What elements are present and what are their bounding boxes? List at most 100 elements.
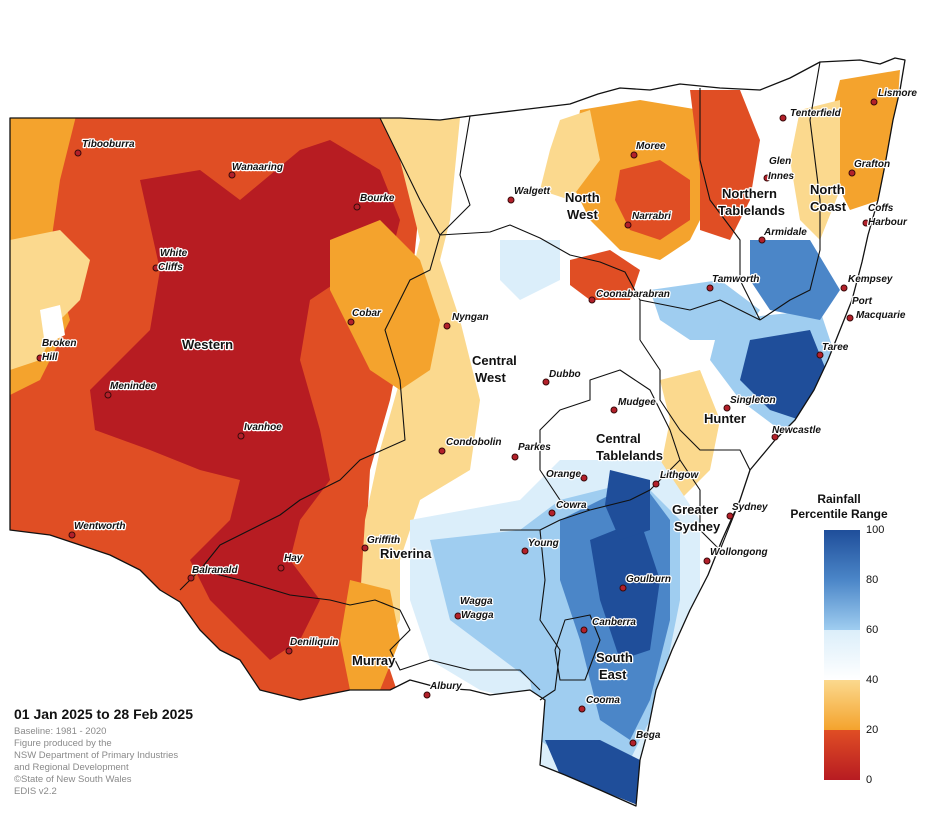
svg-text:Grafton: Grafton bbox=[854, 159, 890, 170]
region-label-central-tablelands-2: Tablelands bbox=[596, 448, 663, 463]
region-label-murray: Murray bbox=[352, 653, 396, 668]
svg-text:Wentworth: Wentworth bbox=[74, 521, 125, 532]
svg-text:Goulburn: Goulburn bbox=[626, 574, 671, 585]
svg-text:Dubbo: Dubbo bbox=[549, 369, 581, 380]
town-cooma: Cooma bbox=[578, 694, 622, 713]
region-label-north-coast-1: North bbox=[810, 182, 845, 197]
svg-text:Tenterfield: Tenterfield bbox=[790, 108, 842, 119]
town-nyngan: Nyngan bbox=[443, 311, 490, 330]
town-deniliquin: Deniliquin bbox=[285, 636, 340, 655]
region-boundaries bbox=[179, 61, 821, 701]
region-label-western: Western bbox=[182, 337, 233, 352]
svg-text:Wagga: Wagga bbox=[460, 596, 493, 607]
svg-text:Tamworth: Tamworth bbox=[712, 274, 759, 285]
legend-title-line2: Percentile Range bbox=[790, 507, 888, 521]
town-armidale: Armidale bbox=[758, 226, 808, 244]
town-mudgee: Mudgee bbox=[610, 396, 657, 414]
tamworth-boundary bbox=[639, 299, 761, 321]
legend-class-40-60 bbox=[824, 630, 860, 680]
legend-tick-60: 60 bbox=[866, 624, 879, 636]
svg-text:Kempsey: Kempsey bbox=[848, 274, 893, 285]
town-griffith: Griffith bbox=[361, 534, 401, 552]
town-port-macquarie: Port Macquarie bbox=[846, 295, 907, 322]
town-orange: Orange bbox=[545, 468, 588, 482]
svg-text:Griffith: Griffith bbox=[367, 535, 400, 546]
town-dubbo: Dubbo bbox=[542, 368, 582, 386]
svg-text:Port: Port bbox=[852, 296, 873, 307]
svg-text:Sydney: Sydney bbox=[732, 502, 768, 513]
svg-text:Orange: Orange bbox=[546, 469, 581, 480]
town-condobolin: Condobolin bbox=[438, 436, 503, 455]
svg-text:White: White bbox=[160, 248, 188, 259]
svg-text:Cobar: Cobar bbox=[352, 308, 382, 319]
legend-color-bar bbox=[824, 530, 860, 780]
svg-text:Armidale: Armidale bbox=[763, 227, 807, 238]
legend-class-80-100 bbox=[824, 530, 860, 580]
rainfall-lithgow-dark-blue bbox=[605, 470, 650, 540]
town-coonabarabran: Coonabarabran bbox=[588, 288, 671, 304]
svg-text:Hay: Hay bbox=[284, 553, 303, 564]
greater-sydney-boundary bbox=[679, 459, 741, 551]
rainfall-north-west-pale bbox=[540, 110, 600, 200]
town-lismore: Lismore bbox=[870, 87, 919, 106]
town-tibooburra: Tibooburra bbox=[74, 138, 136, 157]
riverina-south-east-boundary bbox=[500, 509, 591, 531]
town-broken-hill: Broken Hill bbox=[36, 337, 78, 364]
north-coast-boundary bbox=[759, 61, 821, 321]
town-wollongong: Wollongong bbox=[703, 546, 769, 565]
svg-text:Albury: Albury bbox=[429, 681, 462, 692]
town-singleton: Singleton bbox=[723, 394, 777, 412]
rainfall-cobar-orange bbox=[330, 220, 440, 390]
svg-text:Wagga: Wagga bbox=[461, 610, 494, 621]
rainfall-extreme-dry-west bbox=[90, 140, 400, 660]
svg-text:Innes: Innes bbox=[768, 171, 795, 182]
credit-version: EDIS v2.2 bbox=[14, 786, 57, 797]
svg-text:Macquarie: Macquarie bbox=[856, 310, 906, 321]
town-young: Young bbox=[521, 537, 560, 555]
svg-text:Harbour: Harbour bbox=[868, 217, 908, 228]
rainfall-central-pale-band bbox=[360, 118, 480, 660]
credit-department: NSW Department of Primary Industries bbox=[14, 750, 179, 761]
region-label-central-west-1: Central bbox=[472, 353, 517, 368]
legend-tick-80: 80 bbox=[866, 574, 879, 586]
svg-text:Hill: Hill bbox=[42, 352, 58, 363]
town-albury: Albury bbox=[423, 680, 463, 699]
town-narrabri: Narrabri bbox=[624, 210, 672, 229]
rainfall-far-west-pale bbox=[10, 230, 90, 370]
town-newcastle: Newcastle bbox=[771, 424, 823, 441]
legend-title: Rainfall Percentile Range bbox=[780, 492, 898, 522]
region-label-riverina: Riverina bbox=[380, 546, 432, 561]
town-balranald: Balranald bbox=[187, 564, 240, 582]
region-label-greater-sydney-1: Greater bbox=[672, 502, 718, 517]
town-kempsey: Kempsey bbox=[840, 273, 894, 292]
rainfall-northern-tablelands-red bbox=[690, 90, 760, 240]
town-grafton: Grafton bbox=[848, 158, 891, 177]
region-label-hunter: Hunter bbox=[704, 411, 746, 426]
western-east-boundary bbox=[179, 117, 441, 591]
region-label-north-west-2: West bbox=[567, 207, 598, 222]
svg-text:Wanaaring: Wanaaring bbox=[232, 162, 283, 173]
region-labels: Western North West Northern Tablelands N… bbox=[181, 181, 848, 684]
town-parkes: Parkes bbox=[511, 441, 552, 461]
town-bourke: Bourke bbox=[353, 192, 396, 211]
northern-tablelands-boundary bbox=[699, 88, 761, 321]
svg-text:Walgett: Walgett bbox=[514, 186, 551, 197]
date-range-title: 01 Jan 2025 to 28 Feb 2025 bbox=[14, 706, 193, 722]
north-west-central-west-boundary bbox=[439, 224, 641, 340]
rainfall-bega-dark-blue bbox=[545, 740, 640, 806]
town-hay: Hay bbox=[277, 552, 304, 572]
town-goulburn: Goulburn bbox=[619, 573, 672, 592]
town-taree: Taree bbox=[816, 341, 850, 359]
town-glen-innes: Glen Innes bbox=[763, 155, 796, 183]
rainfall-north-coast-pale bbox=[790, 100, 840, 240]
svg-text:Cowra: Cowra bbox=[556, 500, 587, 511]
svg-text:Glen: Glen bbox=[769, 156, 791, 167]
towns: Tibooburra Wanaaring Bourke WhiteCliffs … bbox=[36, 87, 919, 747]
town-tenterfield: Tenterfield bbox=[779, 107, 843, 122]
region-label-greater-sydney-2: Sydney bbox=[674, 519, 721, 534]
credit-baseline: Baseline: 1981 - 2020 bbox=[14, 726, 107, 737]
region-label-northern-tablelands-1: Northern bbox=[722, 186, 777, 201]
svg-text:Mudgee: Mudgee bbox=[618, 397, 656, 408]
svg-text:Wollongong: Wollongong bbox=[710, 547, 768, 558]
canberra-boundary bbox=[554, 614, 601, 681]
